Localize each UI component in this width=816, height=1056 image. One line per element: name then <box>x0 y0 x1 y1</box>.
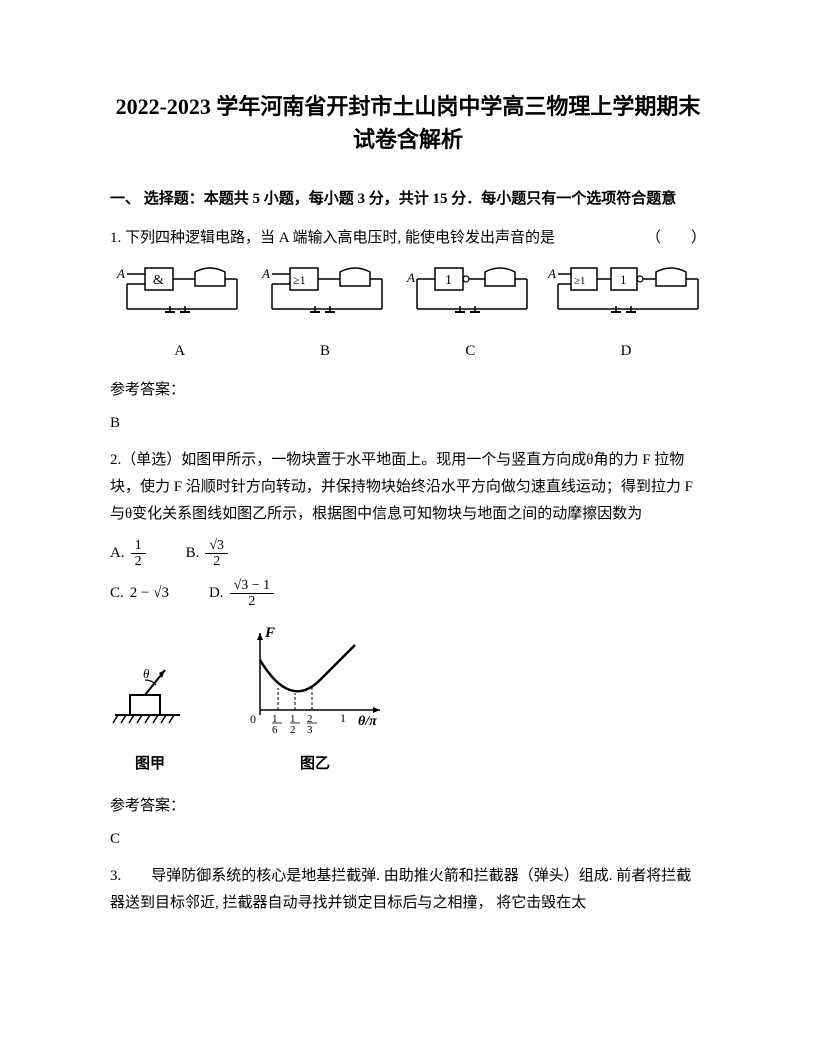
q2-opt-c-expr: 2 − √3 <box>130 580 169 607</box>
svg-text:1: 1 <box>620 272 627 287</box>
frac-num: 1 <box>131 538 146 554</box>
svg-text:2: 2 <box>290 724 296 735</box>
frac-den: 2 <box>131 554 146 569</box>
q2-option-c: C. 2 − √3 <box>110 580 169 607</box>
svg-text:A: A <box>406 270 415 285</box>
q2-opt-b-label: B. <box>186 540 200 567</box>
exam-title: 2022-2023 学年河南省开封市土山岗中学高三物理上学期期末试卷含解析 <box>110 90 706 156</box>
q2-answer-label: 参考答案： <box>110 793 706 820</box>
figure-jia: θ 图甲 <box>110 655 190 778</box>
circuit-d-label: D <box>546 338 706 365</box>
svg-text:θ: θ <box>143 666 150 681</box>
svg-text:6: 6 <box>272 724 278 735</box>
svg-text:0: 0 <box>250 712 256 726</box>
figure-jia-svg: θ <box>110 655 190 735</box>
q2-options-row1: A. 1 2 B. √3 2 <box>110 538 706 570</box>
svg-text:A: A <box>547 266 556 281</box>
circuit-diagrams: A & A A ≥1 <box>110 264 706 365</box>
q2-opt-b-frac: √3 2 <box>205 538 228 570</box>
circuit-a: A & A <box>110 264 249 365</box>
q1-paren: （ ） <box>646 225 706 252</box>
q2-opt-d-label: D. <box>209 580 224 607</box>
q2-opt-a-label: A. <box>110 540 125 567</box>
frac-num: √3 − 1 <box>230 578 275 594</box>
svg-text:1: 1 <box>340 711 346 725</box>
fig-yi-label: 图乙 <box>240 751 390 778</box>
q2-answer: C <box>110 826 706 853</box>
question-2: 2.（单选）如图甲所示，一物块置于水平地面上。现用一个与竖直方向成θ角的力 F … <box>110 447 706 528</box>
q2-figures: θ 图甲 F θ/π 0 1 6 1 2 2 3 1 图乙 <box>110 625 706 778</box>
circuit-c-label: C <box>401 338 540 365</box>
circuit-a-svg: A & <box>115 264 245 324</box>
svg-text:A: A <box>116 266 125 281</box>
q2-option-a: A. 1 2 <box>110 538 146 570</box>
q2-option-d: D. √3 − 1 2 <box>209 578 274 610</box>
section-1-header: 一、 选择题：本题共 5 小题，每小题 3 分，共计 15 分．每小题只有一个选… <box>110 186 706 213</box>
circuit-a-label: A <box>110 338 249 365</box>
q2-opt-d-frac: √3 − 1 2 <box>230 578 275 610</box>
circuit-b-svg: A ≥1 <box>260 264 390 324</box>
fig-jia-label: 图甲 <box>110 751 190 778</box>
frac-num: √3 <box>205 538 228 554</box>
svg-text:3: 3 <box>307 724 313 735</box>
q2-option-b: B. √3 2 <box>186 538 228 570</box>
svg-text:≥1: ≥1 <box>574 275 586 287</box>
q2-opt-a-frac: 1 2 <box>131 538 146 570</box>
frac-den: 2 <box>209 554 224 569</box>
figure-yi: F θ/π 0 1 6 1 2 2 3 1 图乙 <box>240 625 390 778</box>
q2-options-row2: C. 2 − √3 D. √3 − 1 2 <box>110 578 706 610</box>
circuit-c: A 1 C <box>401 264 540 365</box>
q2-opt-c-label: C. <box>110 580 124 607</box>
circuit-b-label: B <box>255 338 394 365</box>
frac-den: 2 <box>244 594 259 609</box>
q1-text: 1. 下列四种逻辑电路，当 A 端输入高电压时, 能使电铃发出声音的是 <box>110 230 555 246</box>
circuit-d: A ≥1 1 D <box>546 264 706 365</box>
circuit-d-svg: A ≥1 1 <box>546 264 706 324</box>
q1-answer: B <box>110 410 706 437</box>
svg-text:F: F <box>264 625 275 641</box>
circuit-c-svg: A 1 <box>405 264 535 324</box>
svg-text:≥1: ≥1 <box>293 273 306 287</box>
q1-answer-label: 参考答案： <box>110 377 706 404</box>
question-1: 1. 下列四种逻辑电路，当 A 端输入高电压时, 能使电铃发出声音的是 （ ） <box>110 225 706 252</box>
svg-text:1: 1 <box>445 273 452 288</box>
svg-text:A: A <box>261 266 270 281</box>
svg-text:&: & <box>153 273 164 288</box>
figure-yi-svg: F θ/π 0 1 6 1 2 2 3 1 <box>240 625 390 735</box>
question-3: 3. 导弹防御系统的核心是地基拦截弹. 由助推火箭和拦截器（弹头）组成. 前者将… <box>110 863 706 917</box>
svg-text:θ/π: θ/π <box>358 714 377 729</box>
circuit-b: A ≥1 B <box>255 264 394 365</box>
